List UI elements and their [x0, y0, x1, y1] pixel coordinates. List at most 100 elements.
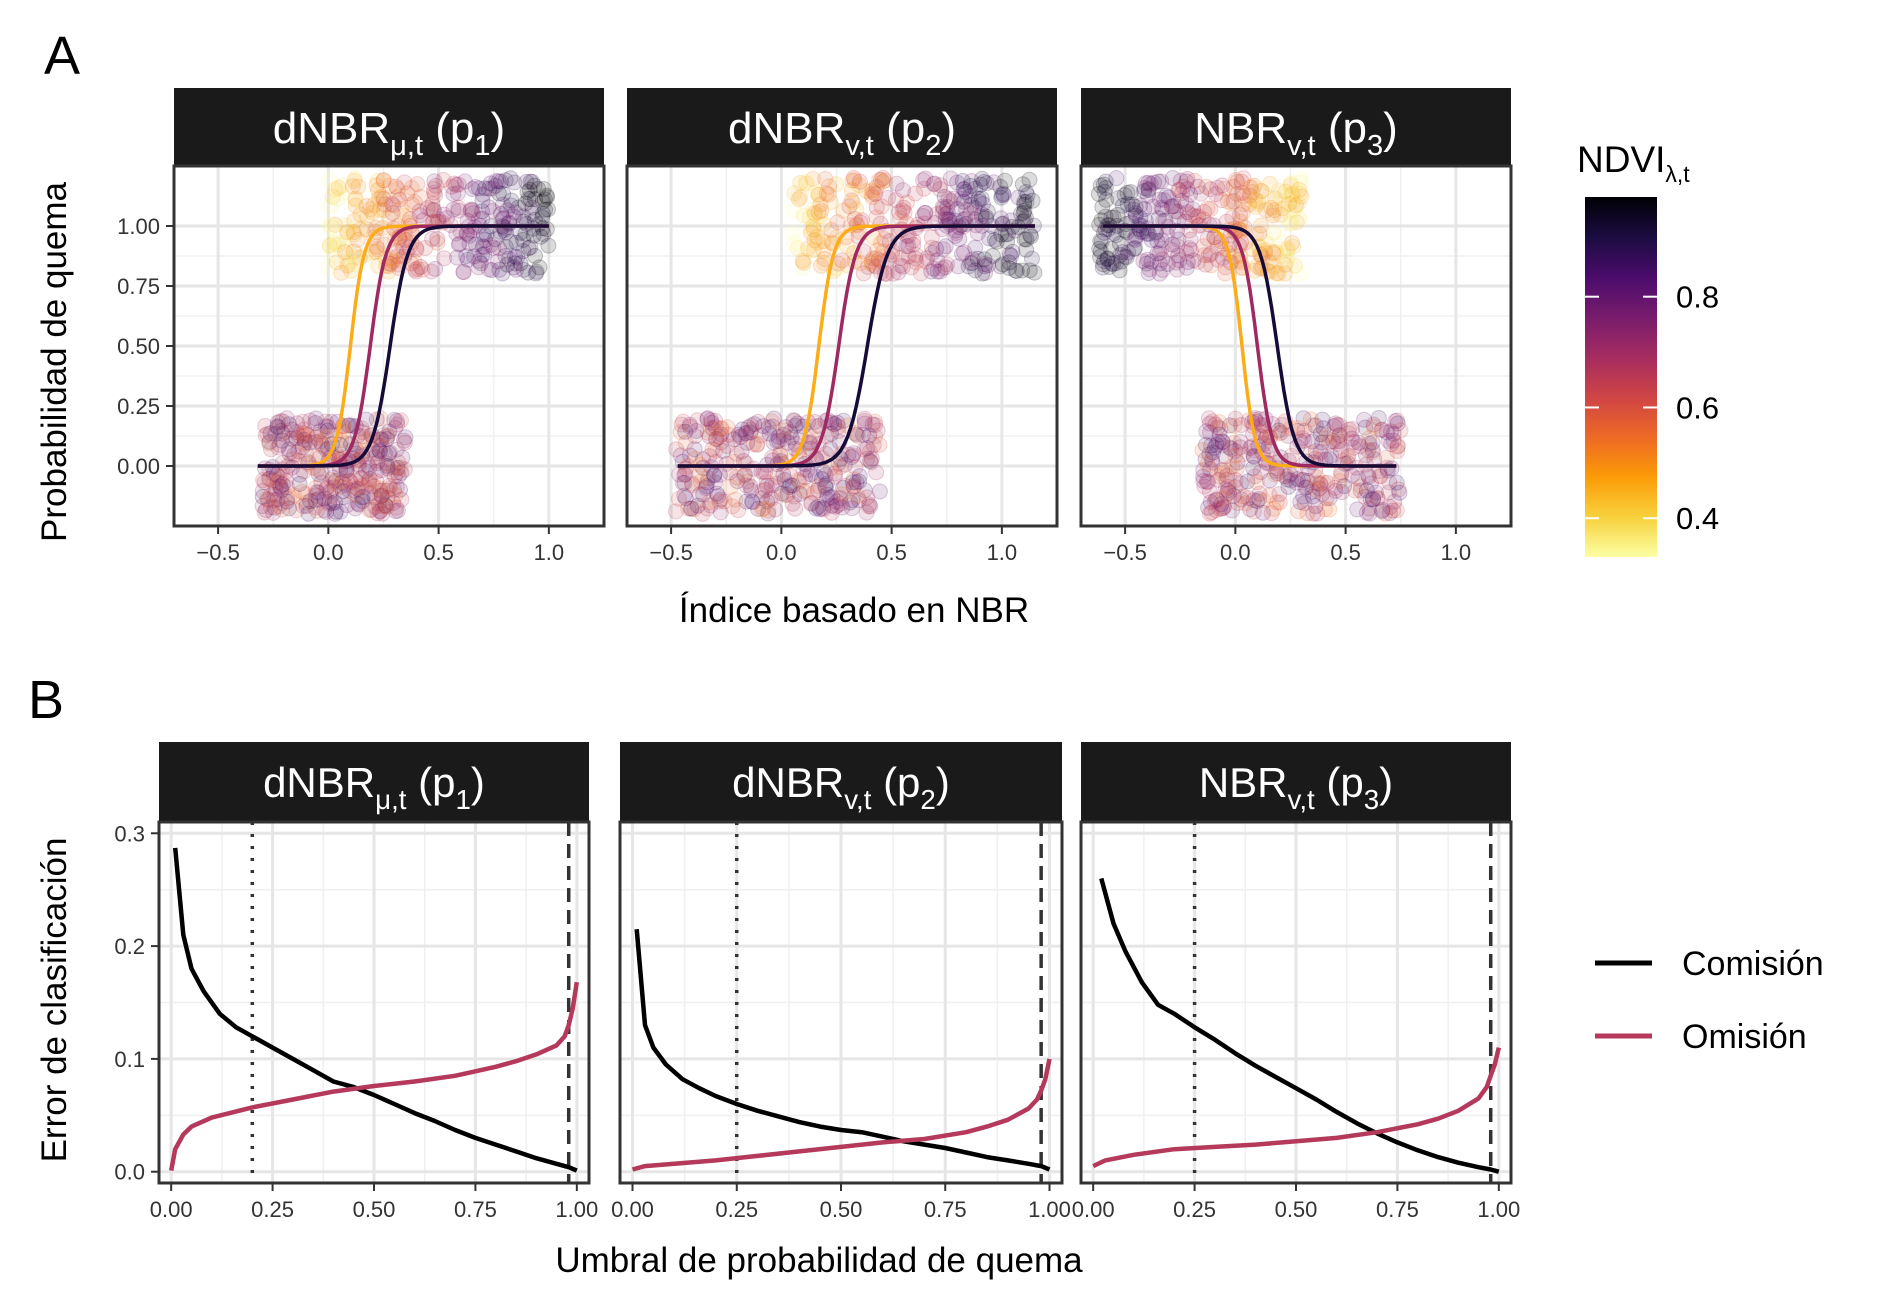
data-point	[355, 488, 372, 505]
data-point	[932, 263, 949, 280]
data-point	[363, 501, 380, 518]
data-point	[388, 441, 405, 458]
data-point	[327, 181, 344, 198]
data-point	[345, 243, 362, 260]
data-point	[280, 416, 297, 433]
data-point	[507, 261, 524, 278]
y-tick-label: 0.3	[114, 821, 145, 846]
data-point	[307, 480, 324, 497]
data-point	[379, 457, 396, 474]
data-point	[388, 499, 405, 516]
data-point	[319, 479, 336, 496]
data-point	[961, 188, 978, 205]
data-point	[329, 191, 346, 208]
data-point	[862, 498, 879, 515]
data-point	[713, 420, 730, 437]
data-point	[967, 262, 984, 279]
data-point	[308, 484, 325, 501]
panel-a-ylabel: Probabilidad de quema	[35, 181, 74, 542]
x-tick-label: 0.5	[423, 540, 454, 565]
data-point	[375, 191, 392, 208]
data-point	[704, 420, 721, 437]
data-point	[451, 235, 468, 252]
data-point	[339, 257, 356, 274]
data-point	[354, 493, 371, 510]
data-point	[1111, 235, 1128, 252]
data-point	[449, 185, 466, 202]
data-point	[823, 504, 840, 521]
facet-strip-label: dNBRv,t (p2)	[728, 104, 956, 162]
data-point	[874, 173, 891, 190]
data-point	[995, 185, 1012, 202]
data-point	[829, 214, 846, 231]
data-point	[712, 504, 729, 521]
data-point	[974, 195, 991, 212]
data-point	[686, 501, 703, 518]
data-point	[254, 488, 271, 505]
data-point	[781, 467, 798, 484]
data-point	[828, 176, 845, 193]
data-point	[937, 259, 954, 276]
data-point	[784, 224, 801, 241]
data-point	[477, 180, 494, 197]
data-point	[667, 503, 684, 520]
ndvi-colorbar: NDVIλ,t 0.4 0.6 0.8	[1577, 139, 1719, 557]
data-point	[813, 202, 830, 219]
data-point	[339, 223, 356, 240]
data-point	[713, 434, 730, 451]
data-point	[800, 240, 817, 257]
data-point	[1016, 202, 1033, 219]
data-point	[353, 478, 370, 495]
data-point	[411, 203, 428, 220]
data-point	[817, 467, 834, 484]
data-point	[829, 414, 846, 431]
data-point	[318, 503, 335, 520]
data-point	[328, 254, 345, 271]
data-point	[387, 503, 404, 520]
data-point	[826, 465, 843, 482]
data-point	[281, 445, 298, 462]
data-point	[269, 474, 286, 491]
data-point	[385, 459, 402, 476]
data-point	[956, 181, 973, 198]
data-point	[539, 201, 556, 218]
data-point	[515, 231, 532, 248]
data-point	[300, 505, 317, 522]
data-point	[830, 418, 847, 435]
colorbar-title-sub: λ,t	[1665, 161, 1690, 187]
data-point	[951, 230, 968, 247]
data-point	[374, 482, 391, 499]
data-point	[272, 422, 289, 439]
data-point	[412, 207, 429, 224]
data-point	[412, 188, 429, 205]
data-point	[699, 424, 716, 441]
data-point	[808, 500, 825, 517]
data-point	[384, 205, 401, 222]
data-point	[1026, 264, 1043, 281]
data-point	[699, 500, 716, 517]
data-point	[359, 209, 376, 226]
x-tick-label: 1.00	[1477, 1197, 1520, 1222]
data-point	[446, 175, 463, 192]
data-point	[490, 185, 507, 202]
data-point	[1199, 456, 1216, 473]
data-point	[314, 437, 331, 454]
data-point	[381, 480, 398, 497]
data-point	[379, 460, 396, 477]
data-point	[419, 200, 436, 217]
data-point	[343, 262, 360, 279]
data-point	[369, 505, 386, 522]
data-point	[948, 200, 965, 217]
data-point	[389, 464, 406, 481]
y-tick-label: 0.00	[117, 454, 160, 479]
data-point	[871, 172, 888, 189]
data-point	[312, 423, 329, 440]
data-point	[942, 193, 959, 210]
x-tick-label: −0.5	[649, 540, 692, 565]
x-tick-label: 0.00	[611, 1197, 654, 1222]
x-tick-label: 0.75	[924, 1197, 967, 1222]
data-point	[424, 195, 441, 212]
data-point	[481, 180, 498, 197]
data-point	[905, 232, 922, 249]
data-point	[307, 434, 324, 451]
